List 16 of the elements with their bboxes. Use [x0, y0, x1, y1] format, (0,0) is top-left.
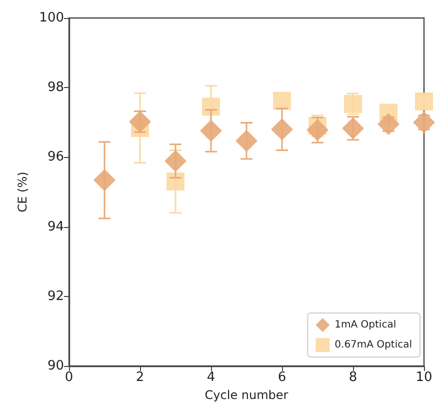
y-axis-title: CE (%) — [15, 172, 30, 212]
x-tick-label: 0 — [64, 370, 74, 385]
x-tick-label: 10 — [416, 370, 432, 385]
x-tick-label: 8 — [348, 370, 358, 385]
y-tick-label: 92 — [47, 288, 64, 304]
y-tick-label: 100 — [39, 10, 64, 26]
x-tick-label: 4 — [206, 370, 216, 385]
x-axis-title: Cycle number — [204, 388, 288, 402]
x-tick-label: 2 — [136, 370, 144, 385]
y-tick-label: 98 — [47, 80, 64, 96]
y-tick-label: 96 — [47, 150, 64, 165]
y-tick-label: 90 — [47, 358, 64, 374]
legend-label: 0.67mA Optical — [334, 340, 412, 350]
x-tick-label: 6 — [278, 370, 286, 385]
legend-label: 1mA Optical — [334, 320, 396, 330]
y-tick-label: 94 — [47, 219, 64, 234]
